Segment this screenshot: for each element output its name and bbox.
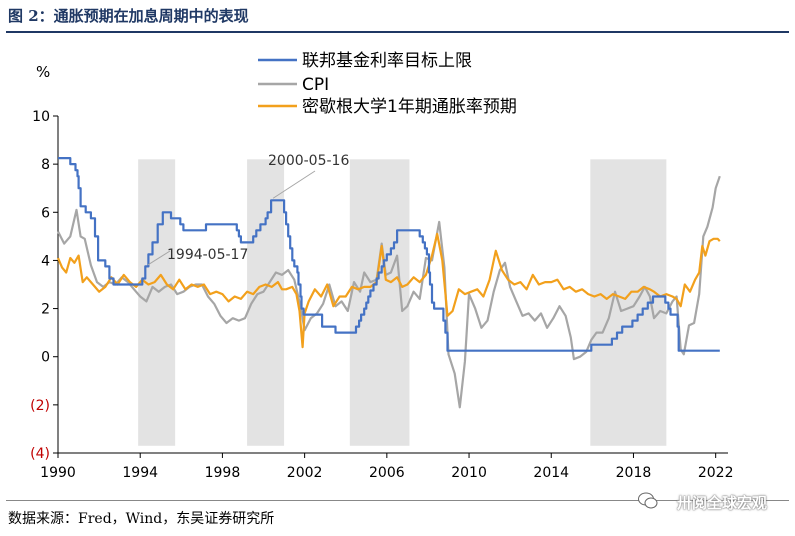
shaded-period-3 <box>349 159 410 446</box>
series-layer <box>56 157 721 409</box>
annotation-label: 2000-05-16 <box>268 153 349 169</box>
chart-canvas: 10 8 6 4 2 0 (2) (4)% 1990 1994 1998 2002 2006 2010 20… <box>30 51 733 481</box>
y-tick-label: (4) <box>30 446 50 462</box>
x-tick-label: 1998 <box>205 465 241 481</box>
y-tick-label: 8 <box>41 157 50 173</box>
legend-label: 联邦基金利率目标上限 <box>302 51 472 71</box>
x-tick-label: 2018 <box>616 465 652 481</box>
y-tick-label: 6 <box>41 205 50 221</box>
annotation-layer: 2000-05-16 1994-05-17 <box>147 153 349 266</box>
annotation-label: 1994-05-17 <box>167 247 248 263</box>
watermark: 卅阅全球宏观 <box>676 494 767 512</box>
series-fed-funds-upper <box>58 157 720 352</box>
x-tick-label: 1994 <box>122 465 158 481</box>
y-axis-unit: % <box>36 63 50 81</box>
x-tick-label: 2014 <box>533 465 569 481</box>
shaded-period-1 <box>138 159 176 446</box>
y-tick-label: (2) <box>30 398 50 414</box>
footer-rule <box>6 500 789 501</box>
y-tick-label: 0 <box>41 350 50 366</box>
title-rule <box>6 31 789 33</box>
x-tick-label: 2010 <box>451 465 487 481</box>
y-tick-label: 4 <box>41 253 50 269</box>
x-tick-label: 2002 <box>287 465 323 481</box>
axes-layer: 10 8 6 4 2 0 (2) (4)% 1990 1994 1998 2002 2006 2010 20… <box>30 63 733 481</box>
series-michigan-expectation <box>56 232 721 349</box>
annotation-leader <box>272 170 316 199</box>
shaded-period-4 <box>590 159 667 446</box>
legend-label: CPI <box>302 75 329 95</box>
x-tick-label: 2022 <box>698 465 734 481</box>
y-tick-label: 2 <box>41 302 50 318</box>
wechat-icon <box>638 492 658 509</box>
source-note: 数据来源：Fred，Wind，东吴证券研究所 <box>8 511 275 527</box>
figure-title: 图 2：通胀预期在加息周期中的表现 <box>8 7 249 25</box>
y-tick-label: 10 <box>32 109 50 125</box>
legend-label: 密歇根大学1年期通胀率预期 <box>302 97 517 117</box>
x-tick-label: 1990 <box>40 465 76 481</box>
x-tick-label: 2006 <box>369 465 405 481</box>
annotation-leader <box>147 250 171 266</box>
